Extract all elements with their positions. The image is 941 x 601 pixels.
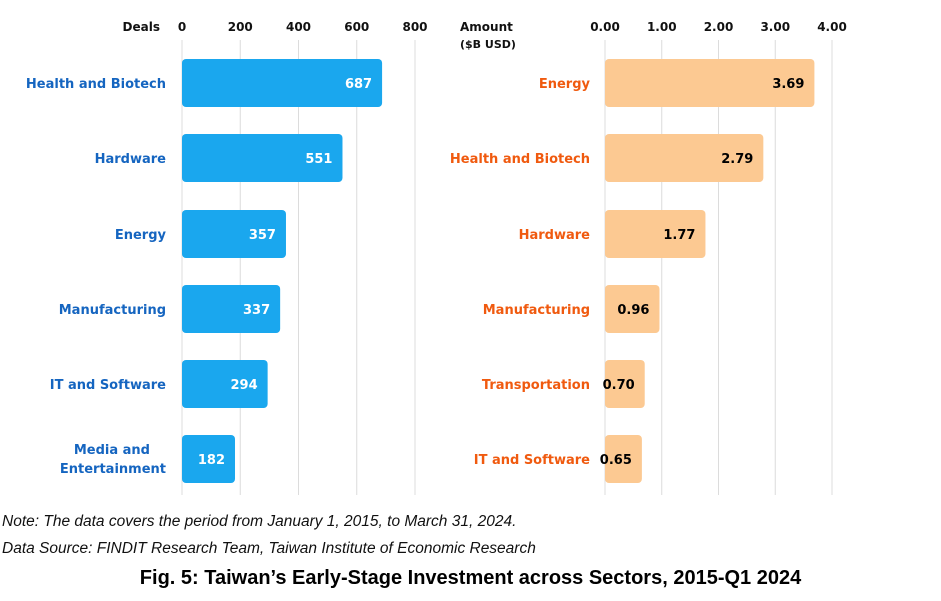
amount-category-label: Manufacturing: [483, 303, 590, 318]
deals-bar: [182, 134, 343, 182]
amount-data-label: 0.65: [600, 453, 632, 468]
deals-tick-label: 200: [228, 20, 253, 34]
amount-data-label: 3.69: [772, 77, 804, 92]
amount-category-label: Energy: [539, 77, 591, 92]
amount-tick-label: 4.00: [817, 20, 847, 34]
deals-bar: [182, 285, 281, 333]
deals-data-label: 337: [243, 303, 270, 318]
amount-category-label: Transportation: [482, 378, 590, 393]
amount-category-label: Hardware: [519, 228, 591, 243]
deals-category-label: IT and Software: [50, 378, 166, 393]
deals-bar: [182, 360, 268, 408]
amount-data-label: 1.77: [663, 228, 695, 243]
deals-category-label: Energy: [115, 228, 167, 243]
amount-bar: [605, 435, 642, 483]
amount-category-label: IT and Software: [474, 453, 590, 468]
note-text: Note: The data covers the period from Ja…: [2, 513, 517, 530]
deals-data-label: 294: [230, 378, 257, 393]
amount-axis-title: Amount: [460, 20, 513, 34]
deals-bar: [182, 435, 236, 483]
figure-caption: Fig. 5: Taiwan’s Early-Stage Investment …: [139, 567, 802, 589]
amount-tick-label: 1.00: [647, 20, 677, 34]
deals-bar: [182, 59, 383, 107]
deals-data-label: 182: [198, 453, 225, 468]
deals-category-label: Health and Biotech: [26, 77, 166, 92]
deals-tick-label: 400: [286, 20, 311, 34]
deals-tick-label: 0: [178, 20, 186, 34]
deals-category-label: Hardware: [95, 152, 167, 167]
deals-data-label: 357: [249, 228, 276, 243]
amount-bar: [605, 285, 660, 333]
deals-data-label: 687: [345, 77, 372, 92]
deals-tick-label: 800: [402, 20, 427, 34]
amount-category-label: Health and Biotech: [450, 152, 590, 167]
amount-data-label: 0.70: [603, 378, 635, 393]
amount-tick-label: 2.00: [704, 20, 734, 34]
charts-area: 0 200 400 600 800 Deals 687 Health and Biotech 5…: [26, 20, 847, 495]
amount-bar: [605, 134, 764, 182]
amount-axis-unit: ($B USD): [460, 38, 516, 51]
amount-bar: [605, 59, 815, 107]
deals-axis-title: Deals: [123, 20, 160, 34]
data-source-text: Data Source: FINDIT Research Team, Taiwa…: [2, 540, 536, 557]
deals-category-label: Media and Entertainment: [60, 443, 166, 477]
amount-bar: [605, 360, 645, 408]
amount-data-label: 2.79: [721, 152, 753, 167]
deals-tick-label: 600: [344, 20, 369, 34]
amount-data-label: 0.96: [617, 303, 649, 318]
amount-bar: [605, 210, 706, 258]
deals-data-label: 551: [305, 152, 332, 167]
amount-tick-label: 0.00: [590, 20, 620, 34]
amount-tick-label: 3.00: [760, 20, 790, 34]
deals-bar: [182, 210, 286, 258]
deals-category-label: Manufacturing: [59, 303, 166, 318]
